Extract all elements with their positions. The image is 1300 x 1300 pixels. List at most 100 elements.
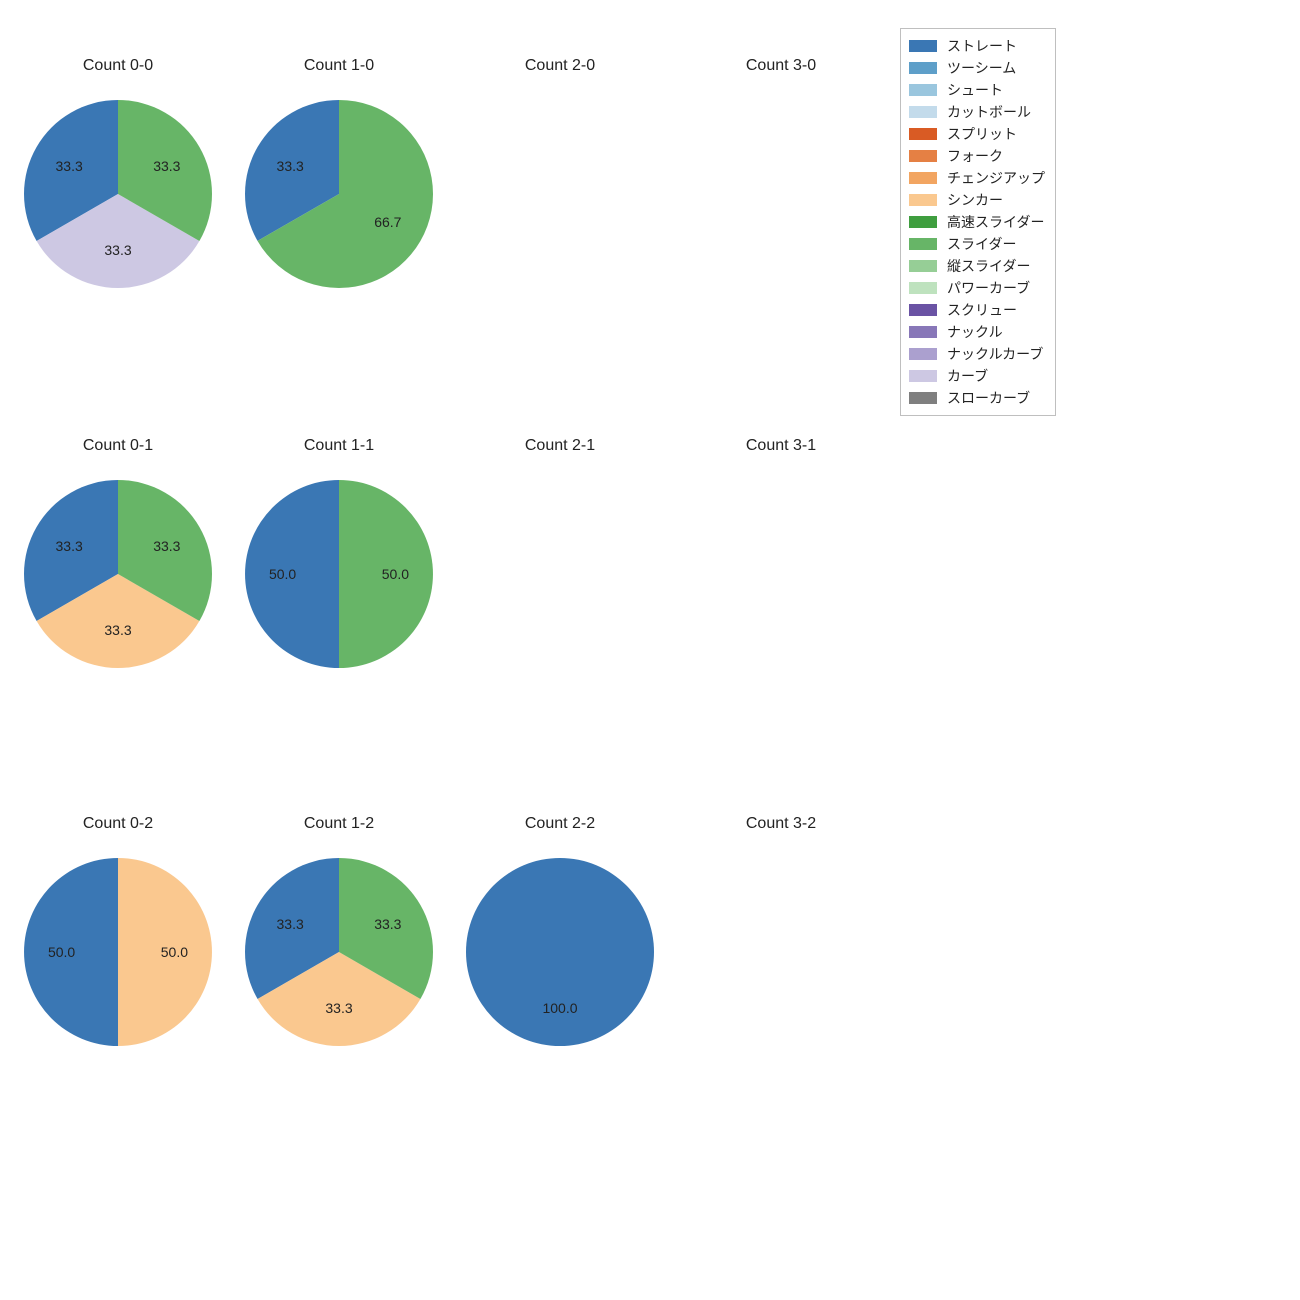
pie-slice-label: 66.7	[374, 214, 401, 230]
pie-slice-label: 50.0	[269, 566, 296, 582]
pie-slice-label: 50.0	[161, 944, 188, 960]
panel: Count 2-1	[466, 480, 654, 668]
pie-slice-label: 33.3	[104, 622, 131, 638]
legend-swatch	[909, 370, 937, 382]
legend-label: カーブ	[947, 366, 988, 386]
legend-swatch	[909, 238, 937, 250]
legend-swatch	[909, 260, 937, 272]
pie-slice-label: 33.3	[56, 158, 83, 174]
legend-item: スクリュー	[909, 299, 1045, 321]
panel-title: Count 3-0	[746, 57, 816, 75]
legend-swatch	[909, 84, 937, 96]
panel: Count 2-0	[466, 100, 654, 288]
pie-slice-label: 33.3	[325, 1000, 352, 1016]
pie-chart: 33.3 33.3 33.3	[24, 480, 212, 668]
legend-item: 縦スライダー	[909, 255, 1045, 277]
pie-svg	[466, 480, 654, 668]
legend-label: シンカー	[947, 190, 1003, 210]
panel: Count 0-133.333.333.3	[24, 480, 212, 668]
pie-chart: 50.0 50.0	[245, 480, 433, 668]
legend-item: ストレート	[909, 35, 1045, 57]
panel: Count 1-033.366.7	[245, 100, 433, 288]
legend-label: スローカーブ	[947, 388, 1030, 408]
panel: Count 1-150.050.0	[245, 480, 433, 668]
legend-swatch	[909, 62, 937, 74]
legend-item: スプリット	[909, 123, 1045, 145]
pie-chart	[687, 480, 875, 668]
pie-svg	[687, 858, 875, 1046]
pie-chart	[687, 858, 875, 1046]
pitch-count-pie-grid: Count 0-0 33.3 33.3 33.3 Count 1-0 33.3 66.7 Co…	[0, 0, 1300, 1300]
legend-label: 縦スライダー	[947, 256, 1030, 276]
pie-chart: 33.3 33.3 33.3	[24, 100, 212, 288]
legend-label: シュート	[947, 80, 1003, 100]
legend-label: 高速スライダー	[947, 212, 1044, 232]
legend-item: ナックルカーブ	[909, 343, 1045, 365]
pie-svg	[466, 100, 654, 288]
legend-label: カットボール	[947, 102, 1031, 122]
panel-title: Count 0-0	[83, 57, 153, 75]
legend-item: シンカー	[909, 189, 1045, 211]
panel-title: Count 3-2	[746, 815, 816, 833]
pie-chart	[687, 100, 875, 288]
legend-swatch	[909, 392, 937, 404]
legend-label: スクリュー	[947, 300, 1017, 320]
pie-chart: 50.0 50.0	[24, 858, 212, 1046]
legend-label: フォーク	[947, 146, 1003, 166]
legend-swatch	[909, 326, 937, 338]
panel: Count 0-250.050.0	[24, 858, 212, 1046]
legend-item: パワーカーブ	[909, 277, 1045, 299]
pie-svg	[245, 100, 433, 288]
legend-swatch	[909, 304, 937, 316]
legend-item: 高速スライダー	[909, 211, 1045, 233]
pie-slice-label: 50.0	[382, 566, 409, 582]
panel-title: Count 0-1	[83, 437, 153, 455]
panel: Count 3-1	[687, 480, 875, 668]
pie-chart: 33.3 33.3 33.3	[245, 858, 433, 1046]
panel: Count 2-2100.0	[466, 858, 654, 1046]
panel: Count 3-2	[687, 858, 875, 1046]
legend-swatch	[909, 194, 937, 206]
pie-chart	[466, 100, 654, 288]
panel-title: Count 1-0	[304, 57, 374, 75]
pie-slice-label: 33.3	[374, 916, 401, 932]
pie-svg	[687, 100, 875, 288]
pie-chart	[466, 480, 654, 668]
legend-item: カットボール	[909, 101, 1045, 123]
panel: Count 1-233.333.333.3	[245, 858, 433, 1046]
legend-swatch	[909, 348, 937, 360]
legend-label: ナックル	[947, 322, 1003, 342]
pie-slice	[466, 858, 654, 1046]
legend-label: スプリット	[947, 124, 1017, 144]
pie-chart: 33.3 66.7	[245, 100, 433, 288]
pie-slice-label: 33.3	[277, 158, 304, 174]
legend-item: シュート	[909, 79, 1045, 101]
panel: Count 3-0	[687, 100, 875, 288]
pie-slice-label: 33.3	[153, 538, 180, 554]
legend-label: ツーシーム	[947, 58, 1016, 78]
pie-slice-label: 33.3	[104, 242, 131, 258]
legend-swatch	[909, 150, 937, 162]
pie-slice-label: 33.3	[56, 538, 83, 554]
legend-item: ツーシーム	[909, 57, 1045, 79]
legend-item: スライダー	[909, 233, 1045, 255]
legend: ストレートツーシームシュートカットボールスプリットフォークチェンジアップシンカー…	[900, 28, 1056, 416]
pie-slice-label: 33.3	[153, 158, 180, 174]
pie-slice-label: 33.3	[277, 916, 304, 932]
pie-slice-label: 50.0	[48, 944, 75, 960]
pie-slice-label: 100.0	[542, 1000, 577, 1016]
legend-item: カーブ	[909, 365, 1045, 387]
panel-title: Count 0-2	[83, 815, 153, 833]
legend-item: ナックル	[909, 321, 1045, 343]
panel-title: Count 2-1	[525, 437, 595, 455]
pie-svg	[245, 858, 433, 1046]
legend-swatch	[909, 106, 937, 118]
legend-label: ナックルカーブ	[947, 344, 1043, 364]
panel-title: Count 1-1	[304, 437, 374, 455]
legend-swatch	[909, 172, 937, 184]
legend-item: チェンジアップ	[909, 167, 1045, 189]
pie-svg	[24, 100, 212, 288]
legend-swatch	[909, 128, 937, 140]
legend-swatch	[909, 216, 937, 228]
panel-title: Count 3-1	[746, 437, 816, 455]
